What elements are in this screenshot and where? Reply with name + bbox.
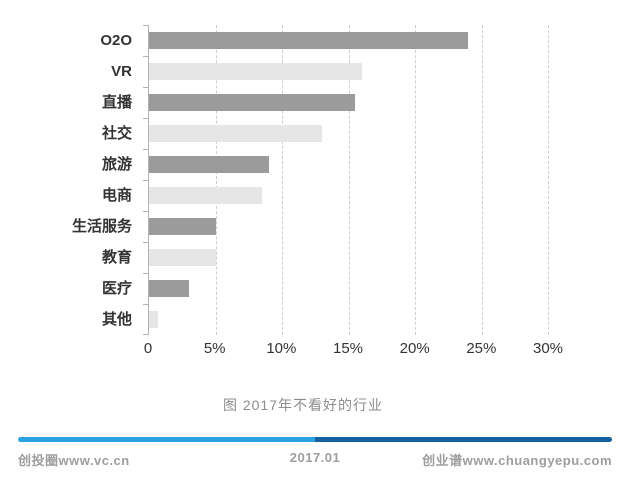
footer-divider-left-segment xyxy=(18,437,315,442)
bar-row-电商 xyxy=(149,180,568,211)
footer-date: 2017.01 xyxy=(289,450,341,465)
gridline xyxy=(215,25,217,335)
category-label-生活服务: 生活服务 xyxy=(71,218,132,235)
bar-社交 xyxy=(149,125,322,142)
x-tick-label-0: 0 xyxy=(143,340,153,357)
x-axis-labels: 0 5% 10% 15% 20% 25% 30% xyxy=(144,340,568,362)
gridline xyxy=(481,25,483,335)
y-axis-tick xyxy=(143,334,149,335)
caption-row: 图 2017年不看好的行业 xyxy=(0,395,606,415)
chart-caption: 图 2017年不看好的行业 xyxy=(222,397,384,413)
category-label-电商: 电商 xyxy=(101,187,132,204)
y-axis-labels: O2O VR 直播社交旅游电商生活服务教育医疗其他 xyxy=(0,25,140,335)
bar-row-O2O xyxy=(149,25,568,56)
y-axis-tick xyxy=(143,118,149,119)
category-label-旅游: 旅游 xyxy=(101,156,132,173)
bar-row-VR xyxy=(149,56,568,87)
category-label-社交: 社交 xyxy=(101,125,132,142)
footer-divider-right-segment xyxy=(315,437,612,442)
bar-其他 xyxy=(149,311,159,328)
bar-医疗 xyxy=(149,280,189,297)
y-axis-tick xyxy=(143,242,149,243)
bar-row-医疗 xyxy=(149,273,568,304)
y-axis-tick xyxy=(143,304,149,305)
footer-brand-right: 创业谱www.chuangyepu.com xyxy=(422,453,612,468)
bar-电商 xyxy=(149,187,263,204)
category-label-教育: 教育 xyxy=(101,249,132,266)
bar-直播 xyxy=(149,94,356,111)
y-axis-tick xyxy=(143,273,149,274)
bar-O2O xyxy=(149,32,469,49)
plot-area xyxy=(143,25,568,335)
x-tick-label-20%: 20% xyxy=(399,340,430,357)
y-axis-tick xyxy=(143,87,149,88)
category-label-医疗: 医疗 xyxy=(101,280,132,297)
bar-旅游 xyxy=(149,156,269,173)
bar-教育 xyxy=(149,249,216,266)
x-tick-label-25%: 25% xyxy=(466,340,497,357)
footer-brand-left: 创投圈www.vc.cn xyxy=(18,453,130,468)
gridline xyxy=(415,25,417,335)
bar-row-生活服务 xyxy=(149,211,568,242)
category-label-O2O: O2O xyxy=(100,32,132,49)
category-label-其他: 其他 xyxy=(101,311,132,328)
y-axis-tick xyxy=(143,25,149,26)
bar-row-直播 xyxy=(149,87,568,118)
gridline xyxy=(282,25,284,335)
category-label-直播: 直播 xyxy=(101,94,132,111)
bar-row-其他 xyxy=(149,304,568,335)
bar-row-社交 xyxy=(149,118,568,149)
bar-生活服务 xyxy=(149,218,216,235)
y-axis-tick xyxy=(143,211,149,212)
bar-VR xyxy=(149,63,362,80)
x-tick-label-5%: 5% xyxy=(203,340,226,357)
footer: 创投圈www.vc.cn 2017.01 创业谱www.chuangyepu.c… xyxy=(18,450,612,470)
category-label-VR: VR xyxy=(111,63,132,80)
x-tick-label-15%: 15% xyxy=(332,340,364,357)
footer-divider xyxy=(18,437,612,442)
y-axis-tick xyxy=(143,149,149,150)
y-axis-tick xyxy=(143,56,149,57)
bar-row-旅游 xyxy=(149,149,568,180)
gridline xyxy=(348,25,350,335)
gridline xyxy=(548,25,550,335)
x-tick-label-30%: 30% xyxy=(532,340,564,357)
bar-row-教育 xyxy=(149,242,568,273)
x-tick-label-10%: 10% xyxy=(266,340,297,357)
y-axis-tick xyxy=(143,180,149,181)
